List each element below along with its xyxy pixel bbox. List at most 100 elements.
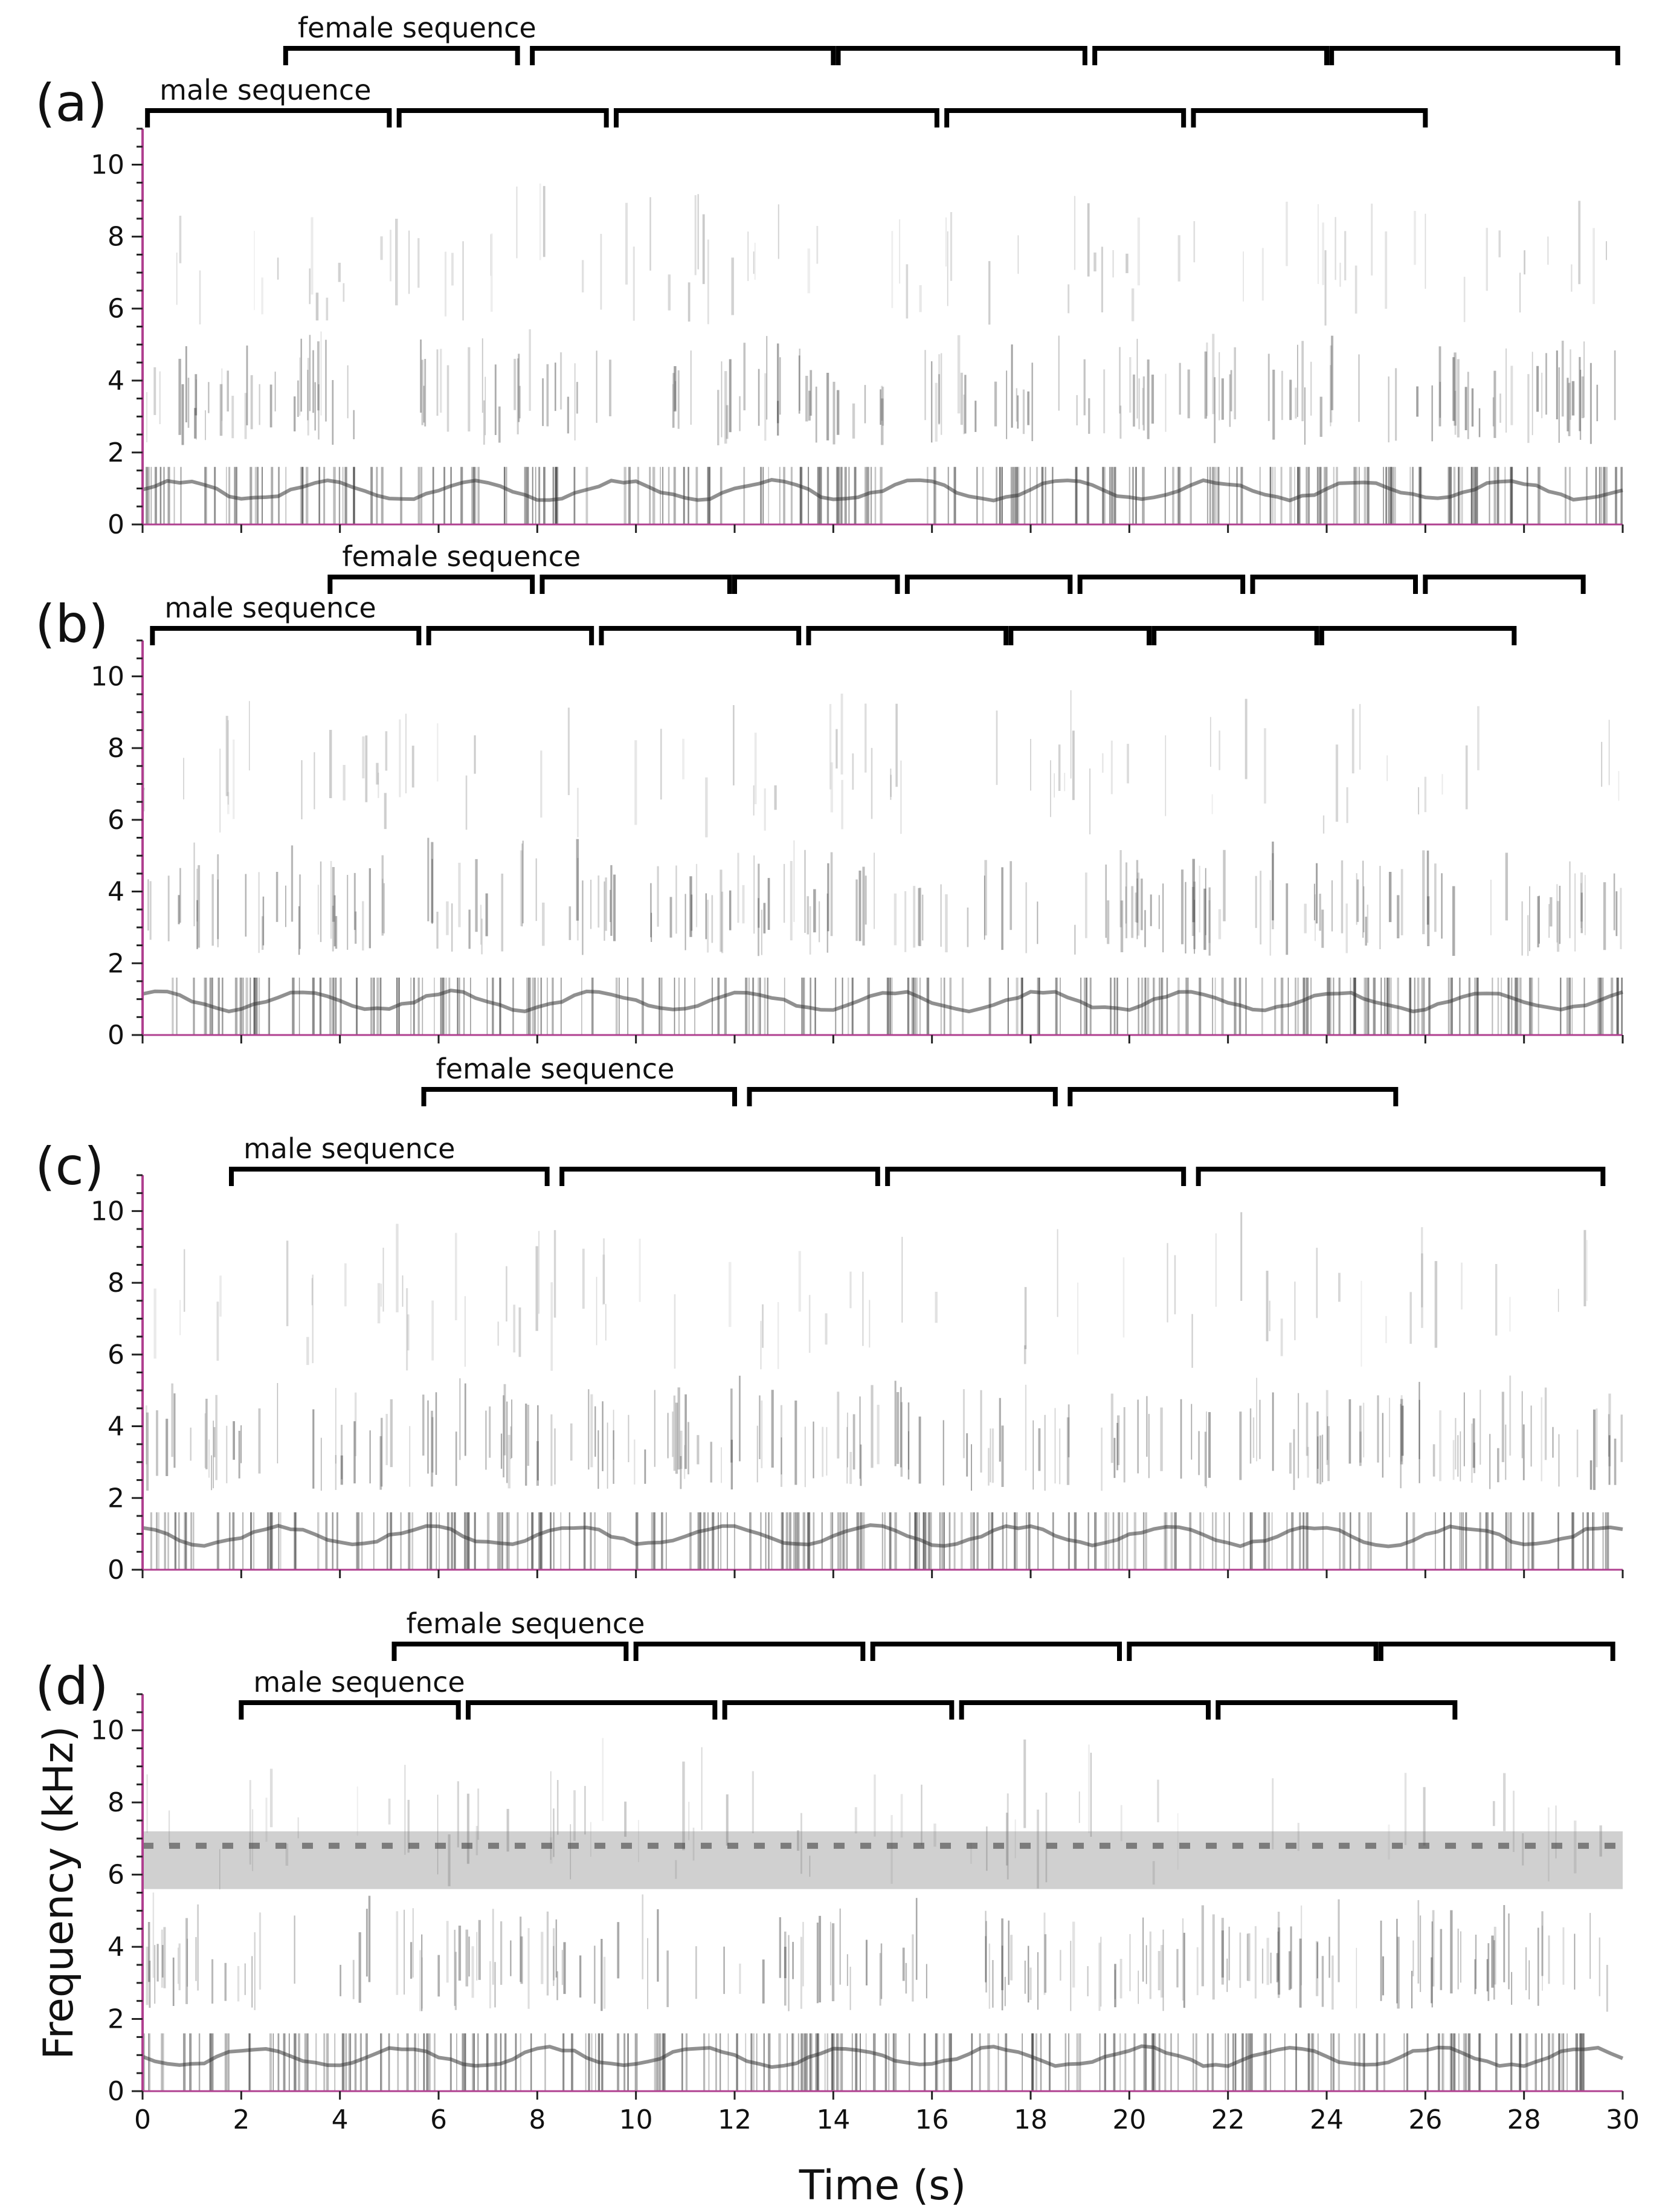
sequence-bracket [1067,1087,1399,1106]
y-tick-label: 4 [108,366,124,396]
sequence-label: male sequence [159,74,371,106]
sequence-bracket [885,1167,1187,1186]
sequence-bracket [1423,575,1586,594]
x-tick-label: 2 [233,2104,250,2135]
y-tick-label: 4 [108,1411,124,1442]
panel-label: (c) [35,1137,104,1197]
sequence-bracket [1191,108,1428,127]
sequence-label: male sequence [164,592,376,624]
y-tick-label: 2 [108,437,124,468]
y-tick-label: 6 [108,294,124,324]
noise-band [143,1831,1623,1889]
fundamental-contour [142,988,1623,1014]
sequence-male: male sequence [150,592,1517,645]
spectrogram-texture [142,1212,1623,1570]
x-tick-label: 28 [1507,2104,1541,2135]
sequence-bracket [239,1700,461,1720]
sequence-label: male sequence [253,1666,465,1698]
sequence-bracket [229,1167,550,1186]
sequence-bracket [1378,1642,1615,1661]
sequence-label: female sequence [298,11,536,44]
sequence-male: male sequence [239,1666,1458,1720]
y-tick-label: 2 [108,2004,124,2035]
y-tick-label: 4 [108,1932,124,1962]
sequence-bracket [1008,626,1151,645]
x-tick-label: 20 [1112,2104,1146,2135]
sequence-bracket [747,1087,1058,1106]
sequence-label: male sequence [243,1132,455,1165]
panel-label: (d) [35,1656,109,1717]
x-tick-label: 8 [529,2104,546,2135]
x-tick-label: 0 [134,2104,151,2135]
sequence-bracket [722,1700,955,1720]
sequence-bracket [1216,1700,1458,1720]
sequence-bracket [421,1087,737,1106]
sequence-bracket [1250,575,1418,594]
y-tick-label: 8 [108,222,124,253]
sequence-bracket [959,1700,1211,1720]
y-tick-label: 2 [108,948,124,979]
sequence-female: female sequence [421,1053,1399,1106]
y-tick-label: 6 [108,805,124,836]
y-tick-label: 4 [108,877,124,908]
x-tick-label: 12 [718,2104,752,2135]
x-axis-title: Time (s) [799,2162,967,2210]
sequence-bracket [1196,1167,1606,1186]
panel-label: (a) [35,73,108,134]
y-tick-label: 8 [108,733,124,764]
sequence-male: male sequence [145,74,1428,127]
x-tick-label: 16 [915,2104,949,2135]
sequence-bracket [283,46,520,65]
sequence-female: female sequence [391,1607,1615,1661]
sequence-bracket [870,1642,1122,1661]
y-tick-label: 6 [108,1340,124,1370]
sequence-bracket [1127,1642,1379,1661]
sequence-bracket [539,575,732,594]
y-tick-label: 0 [108,509,124,540]
sequence-bracket [426,626,594,645]
sequence-bracket [530,46,836,65]
x-tick-label: 14 [816,2104,850,2135]
sequence-bracket [633,1642,866,1661]
sequence-bracket [145,108,392,127]
sequence-label: female sequence [407,1607,645,1640]
y-tick-label: 10 [91,150,124,181]
sequence-bracket [466,1700,718,1720]
fundamental-contour [142,1523,1623,1549]
panel-3: 0 2 4 6 8 10(c) female sequence male sequence [35,1053,1624,1585]
panel-1: 0 2 4 6 8 10 (a) female sequence male sequence [35,11,1624,540]
x-tick-label: 10 [619,2104,653,2135]
y-tick-label: 10 [91,1196,124,1227]
sequence-bracket [391,1642,629,1661]
x-tick-label: 24 [1310,2104,1344,2135]
y-tick-label: 6 [108,1860,124,1891]
sequence-bracket [1092,46,1329,65]
y-tick-label: 2 [108,1483,124,1514]
panel-label: (b) [35,594,109,654]
sequence-label: female sequence [342,540,581,573]
sequence-bracket [327,575,535,594]
y-tick-label: 10 [91,1715,124,1746]
sequence-bracket [614,108,939,127]
sequence-bracket [732,575,900,594]
y-tick-label: 0 [108,2076,124,2107]
y-axis-title: Frequency (kHz) [35,1726,83,2059]
sequence-bracket [1077,575,1246,594]
panel-2: 0 2 4 6 8 10 (b) female sequence male sequence [35,540,1624,1051]
sequence-bracket [1319,626,1517,645]
sequence-bracket [944,108,1187,127]
sequence-bracket [1329,46,1620,65]
sequence-male: male sequence [229,1132,1606,1186]
y-tick-label: 8 [108,1268,124,1298]
fundamental-contour [142,478,1623,503]
sequence-bracket [396,108,609,127]
spectrogram-texture [142,690,1623,1035]
x-tick-label: 4 [332,2104,349,2135]
spectrogram-texture [141,1738,1624,2091]
sequence-bracket [559,1167,880,1186]
sequence-female: female sequence [283,11,1620,65]
sequence-bracket [806,626,1009,645]
x-tick-label: 30 [1606,2104,1640,2135]
sequence-bracket [150,626,422,645]
